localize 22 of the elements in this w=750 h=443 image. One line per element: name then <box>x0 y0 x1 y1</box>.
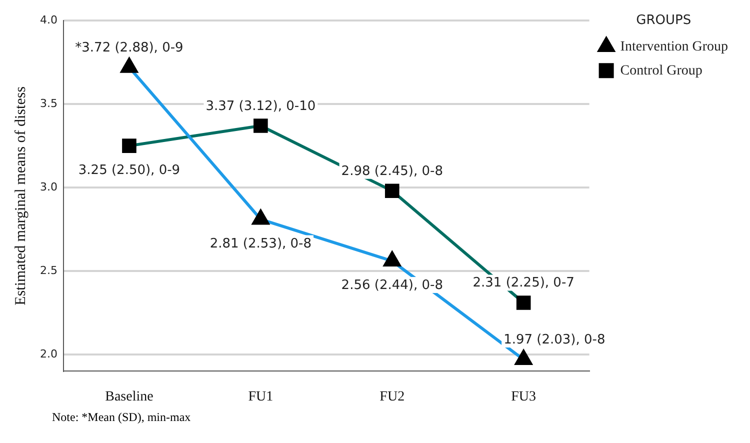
data-label: 3.37 (3.12), 0-10 <box>206 98 316 114</box>
legend-label: Intervention Group <box>620 39 728 54</box>
data-label: 2.98 (2.45), 0-8 <box>341 164 443 179</box>
y-tick-label: 2.5 <box>40 264 58 277</box>
data-label: 3.25 (2.50), 0-9 <box>78 162 180 178</box>
x-tick-label: Baseline <box>105 389 154 404</box>
x-tick-label: FU2 <box>380 389 405 404</box>
y-axis-title: Estimated marginal means of distess <box>12 86 29 306</box>
y-tick-label: 4.0 <box>40 13 58 26</box>
legend-label: Control Group <box>620 63 702 78</box>
data-label: 2.31 (2.25), 0-7 <box>472 276 574 291</box>
y-tick-label: 2.0 <box>40 347 58 360</box>
x-tick-label: FU1 <box>248 389 274 404</box>
data-label: 1.97 (2.03), 0-8 <box>504 332 606 348</box>
y-tick-label: 3.0 <box>40 180 58 194</box>
data-label: 2.81 (2.53), 0-8 <box>210 236 312 252</box>
data-label: *3.72 (2.88), 0-9 <box>75 40 184 56</box>
legend-title: GROUPS <box>636 12 692 28</box>
x-tick-label: FU3 <box>511 389 536 404</box>
y-tick-label: 3.5 <box>40 96 58 110</box>
text: Note: *Mean (SD), min-max <box>52 410 192 425</box>
data-label: 2.56 (2.44), 0-8 <box>341 278 443 294</box>
